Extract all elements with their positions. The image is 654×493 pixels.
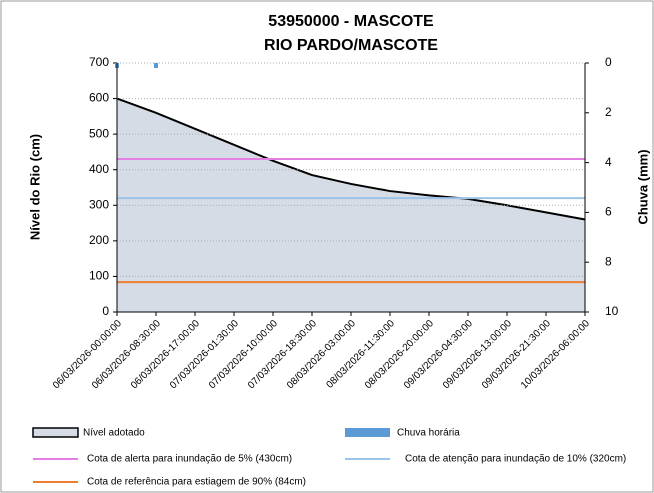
y-tick-label: 100 <box>89 269 109 283</box>
y-axis-label: Nível do Rio (cm) <box>27 134 42 240</box>
y-tick-label: 700 <box>89 55 109 69</box>
legend-label: Chuva horária <box>397 428 460 439</box>
legend-label: Cota de alerta para inundação de 5% (430… <box>87 454 292 465</box>
y-tick-label: 600 <box>89 91 109 105</box>
y2-tick-label: 6 <box>605 205 612 219</box>
y-tick-label: 500 <box>89 126 109 140</box>
y-tick-label: 200 <box>89 233 109 247</box>
legend-swatch <box>345 428 390 437</box>
y2-axis-label: Chuva (mm) <box>635 149 650 224</box>
chart-title: RIO PARDO/MASCOTE <box>264 37 438 54</box>
legend-label: Nível adotado <box>83 428 145 439</box>
y2-tick-label: 10 <box>605 304 619 318</box>
y2-tick-label: 8 <box>605 254 612 268</box>
legend-label: Cota de atenção para inundação de 10% (3… <box>405 454 626 465</box>
y-tick-label: 300 <box>89 197 109 211</box>
y2-tick-label: 4 <box>605 155 612 169</box>
rain-bar <box>154 63 158 68</box>
y2-tick-label: 2 <box>605 105 612 119</box>
chart-title: 53950000 - MASCOTE <box>268 13 434 30</box>
y-tick-label: 0 <box>102 304 109 318</box>
legend-swatch <box>32 427 79 438</box>
y2-tick-label: 0 <box>605 55 612 69</box>
legend-label: Cota de referência para estiagem de 90% … <box>87 477 306 488</box>
y-tick-label: 400 <box>89 162 109 176</box>
